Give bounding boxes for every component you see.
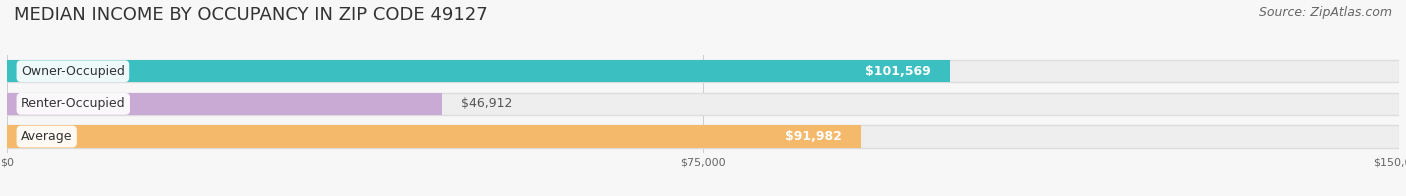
Bar xyxy=(7,60,1399,82)
Text: Source: ZipAtlas.com: Source: ZipAtlas.com xyxy=(1258,6,1392,19)
Text: $101,569: $101,569 xyxy=(865,65,931,78)
Text: MEDIAN INCOME BY OCCUPANCY IN ZIP CODE 49127: MEDIAN INCOME BY OCCUPANCY IN ZIP CODE 4… xyxy=(14,6,488,24)
Text: $91,982: $91,982 xyxy=(785,130,842,143)
Text: Owner-Occupied: Owner-Occupied xyxy=(21,65,125,78)
Bar xyxy=(7,125,1399,148)
Text: $46,912: $46,912 xyxy=(461,97,512,110)
Bar xyxy=(7,93,443,115)
Bar xyxy=(7,93,1399,115)
Text: Renter-Occupied: Renter-Occupied xyxy=(21,97,125,110)
Bar xyxy=(7,60,949,82)
Text: Average: Average xyxy=(21,130,73,143)
Bar xyxy=(7,125,860,148)
